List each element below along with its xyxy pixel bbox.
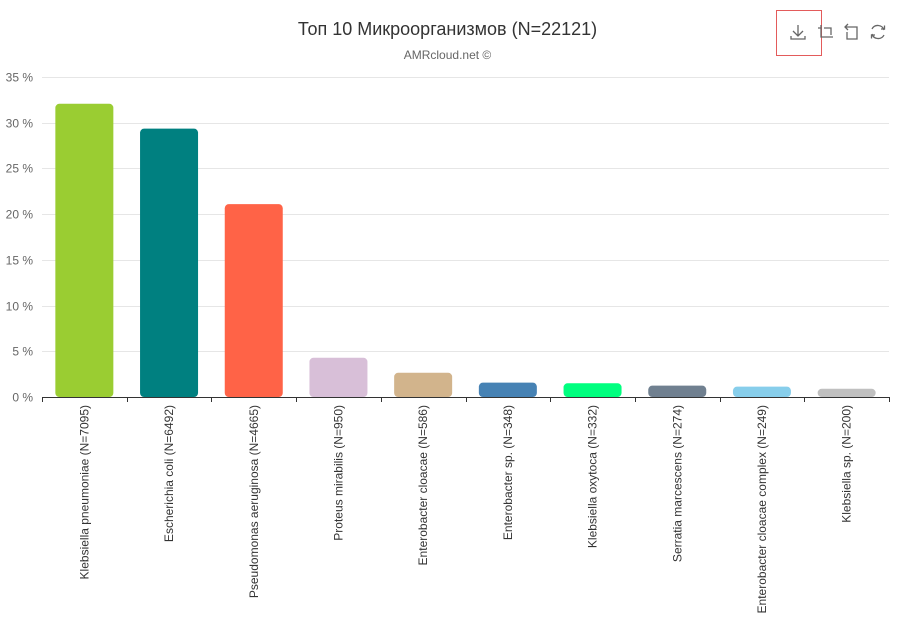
x-tick-label: Klebsiella pneumoniae (N=7095) [77, 405, 91, 579]
bar [224, 204, 283, 397]
bar [140, 128, 199, 397]
x-tick-label: Escherichia coli (N=6492) [162, 405, 176, 542]
restore-icon[interactable] [868, 22, 888, 42]
bar [732, 386, 791, 397]
bar [817, 388, 876, 397]
x-tick-label: Enterobacter cloacae complex (N=249) [755, 405, 769, 613]
y-tick-label: 0 % [12, 391, 33, 405]
bar [478, 382, 537, 397]
y-tick-label: 20 % [6, 208, 34, 222]
x-tick-label: Klebsiella sp. (N=200) [840, 405, 854, 523]
zoom-reset-icon[interactable] [842, 22, 862, 42]
y-tick-label: 35 % [6, 71, 34, 85]
bar [309, 357, 368, 397]
x-tick-label: Klebsiella oxytoca (N=332) [586, 405, 600, 548]
bar [55, 103, 114, 397]
y-tick-label: 10 % [6, 300, 34, 314]
x-tick-label: Pseudomonas aeruginosa (N=4665) [247, 405, 261, 598]
x-tick-label: Proteus mirabilis (N=950) [331, 405, 345, 541]
download-icon[interactable] [788, 22, 808, 42]
y-tick-label: 25 % [6, 162, 34, 176]
y-tick-label: 30 % [6, 117, 34, 131]
x-tick-label: Enterobacter sp. (N=348) [501, 405, 515, 540]
bar [394, 372, 453, 397]
chart-subtitle: AMRcloud.net © [403, 48, 492, 62]
bar [648, 385, 707, 397]
bar [563, 383, 622, 397]
x-tick-label: Serratia marcescens (N=274) [670, 405, 684, 562]
x-tick-label: Enterobacter cloacae (N=586) [416, 405, 430, 565]
y-tick-label: 15 % [6, 254, 34, 268]
y-tick-label: 5 % [12, 345, 33, 359]
chart-title: Топ 10 Микроорганизмов (N=22121) [297, 19, 598, 39]
zoom-icon[interactable] [816, 22, 836, 42]
